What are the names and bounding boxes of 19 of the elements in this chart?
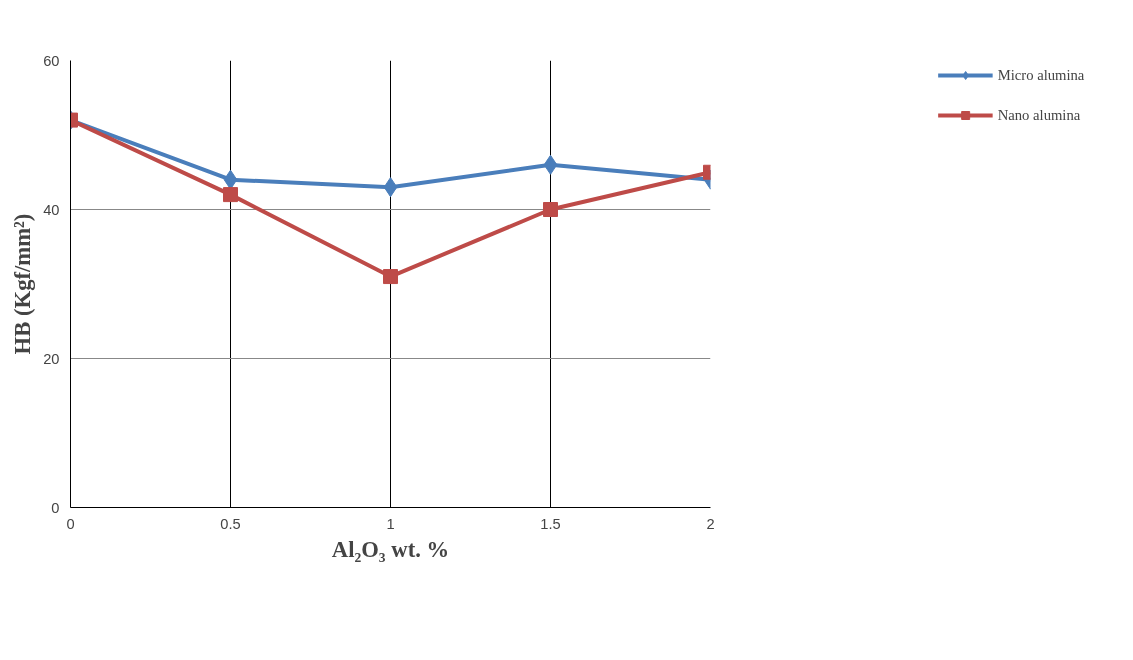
x-tick-label: 2 xyxy=(706,515,715,532)
y-tick-label: 0 xyxy=(51,499,60,516)
x-tick-label: 0.5 xyxy=(220,515,241,532)
point xyxy=(223,169,238,190)
y-tick-label: 20 xyxy=(43,350,60,367)
x-axis-title: Al₂O₃ wt. % xyxy=(331,536,450,562)
x-tick-label: 1 xyxy=(386,515,395,532)
point xyxy=(543,202,558,217)
point xyxy=(223,187,238,203)
point xyxy=(383,269,398,285)
legend-label: Micro alumina xyxy=(997,66,1085,84)
y-tick-label: 60 xyxy=(43,52,60,69)
y-axis-title: HB (Kgf/mm²) xyxy=(10,213,36,355)
point xyxy=(383,177,398,198)
y-tick-label: 40 xyxy=(43,201,60,218)
x-tick-label: 0 xyxy=(66,515,75,532)
legend-label: Nano alumina xyxy=(997,106,1081,124)
x-tick-label: 1.5 xyxy=(540,515,561,532)
point xyxy=(543,154,558,175)
